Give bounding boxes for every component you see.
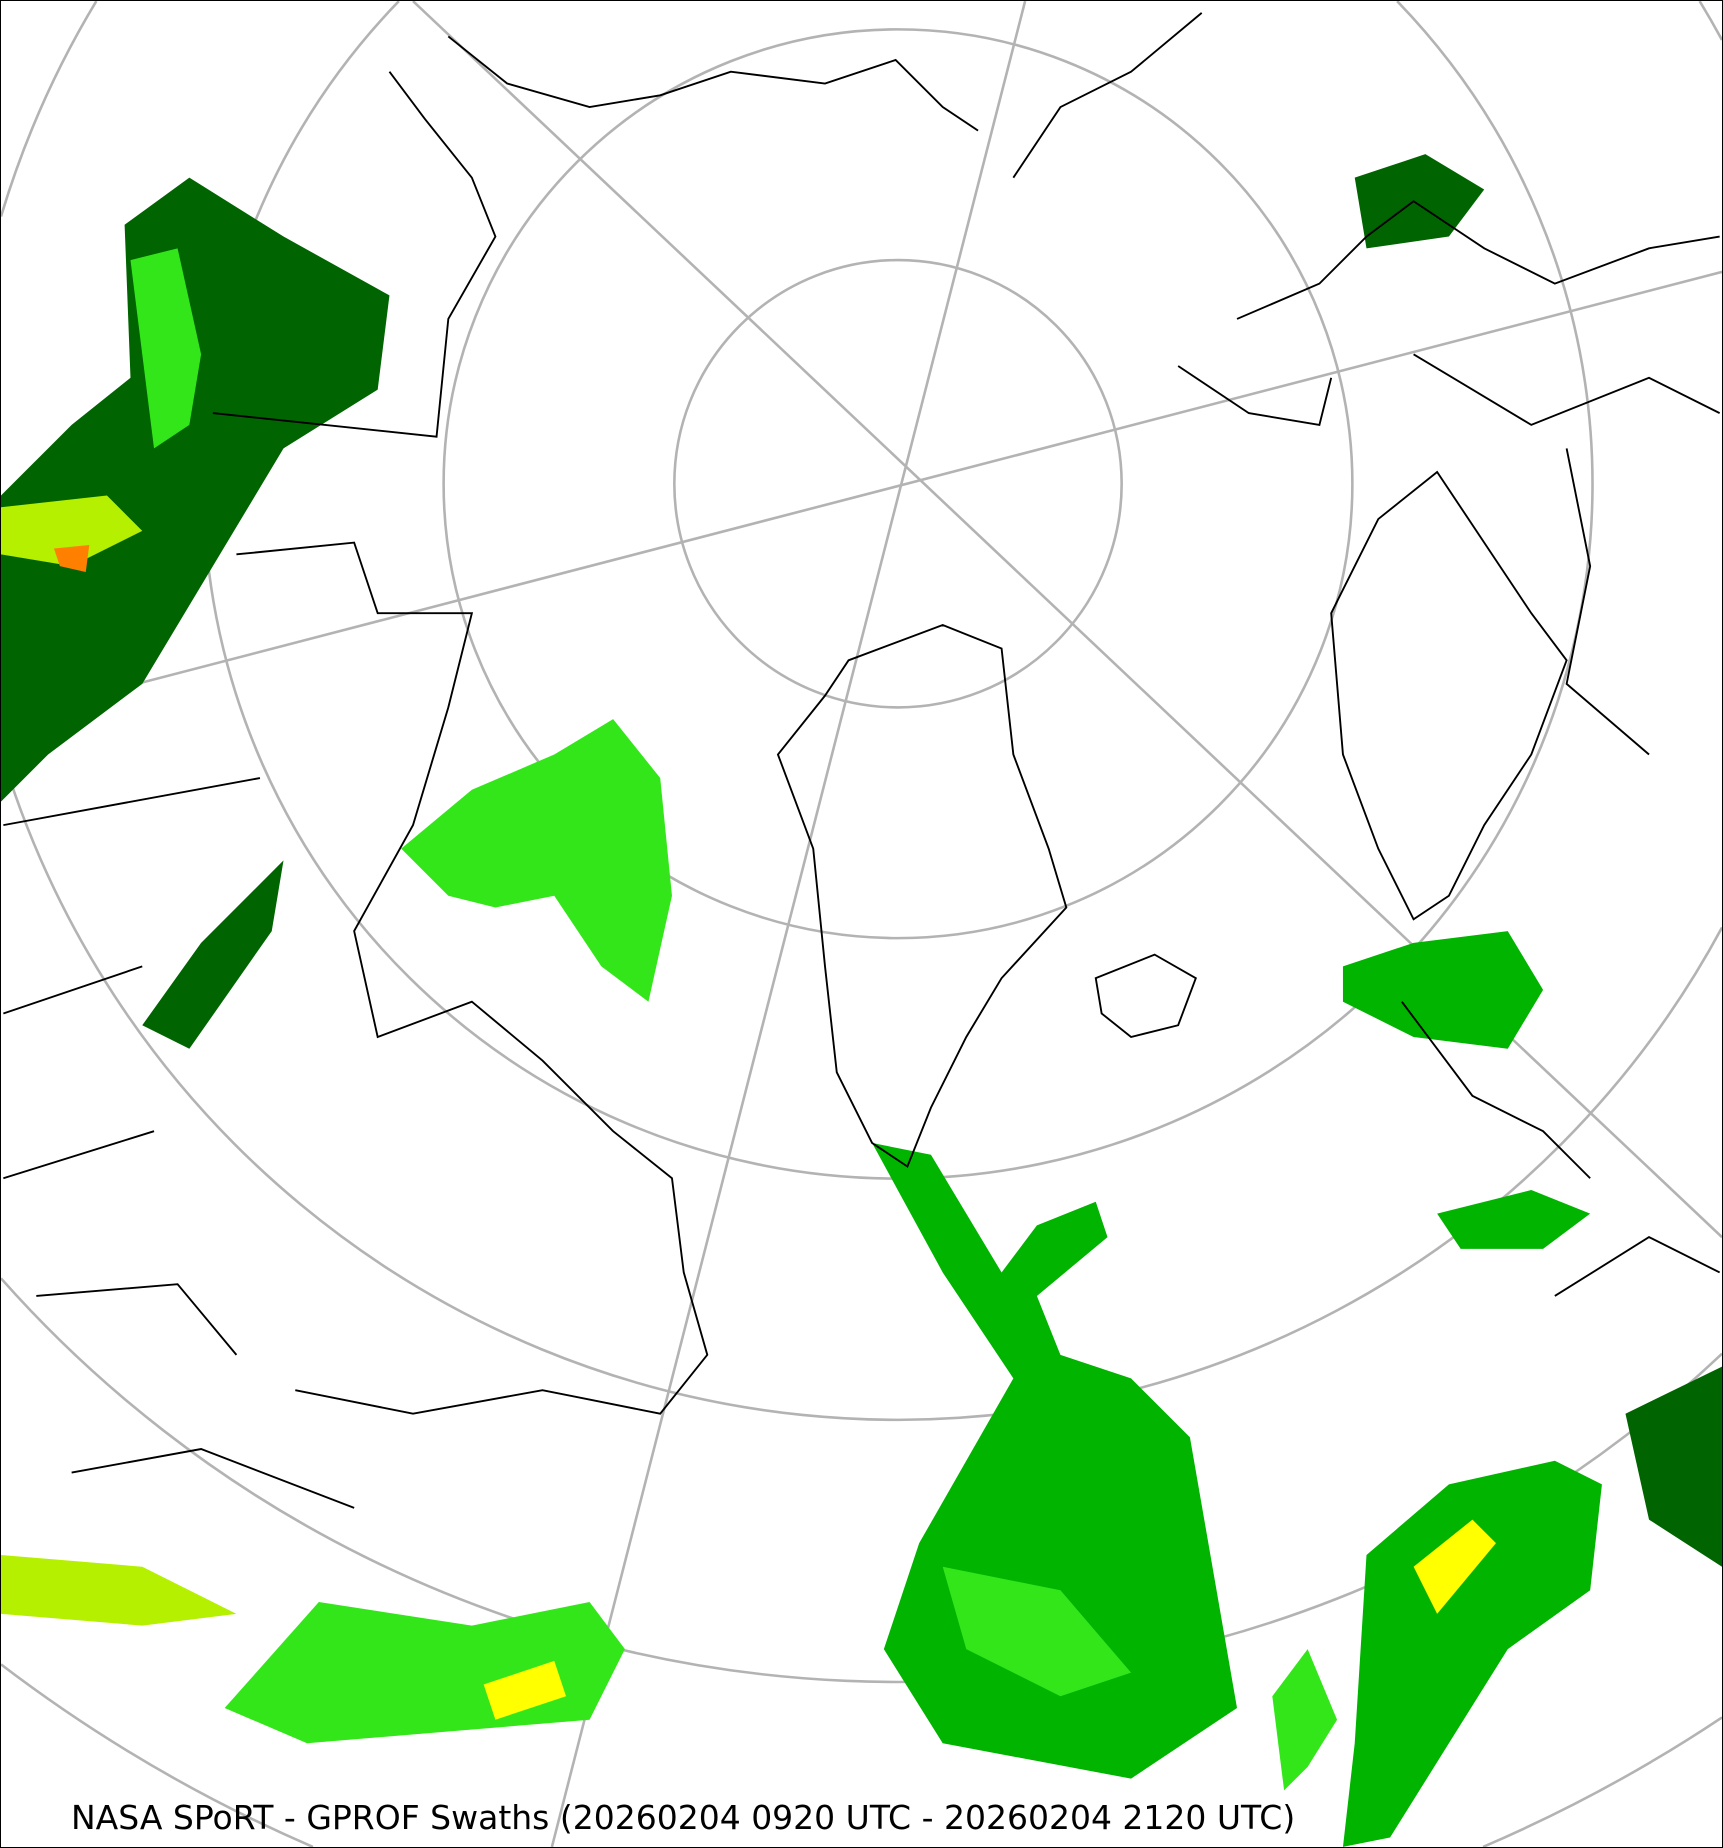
precip-alaska-core — [130, 248, 202, 449]
precip-europe-swath — [1342, 1460, 1602, 1847]
precip-north-atlantic-west — [224, 1602, 625, 1744]
latitude-circle-70 — [442, 28, 1354, 940]
meridian — [1, 270, 1722, 721]
map-caption: NASA SPoRT - GPROF Swaths (20260204 0920… — [71, 1798, 1296, 1837]
canada-coast — [212, 71, 709, 1415]
us-borders — [3, 777, 355, 1509]
precip-scandinavia — [1342, 931, 1544, 1049]
greenland-coast — [776, 623, 1068, 1168]
coastlines — [3, 12, 1721, 1509]
precip-alaska — [1, 177, 390, 802]
precip-archipelago — [401, 719, 672, 1002]
chukotka-coast — [447, 35, 979, 132]
precip-extreme-cell — [53, 544, 90, 573]
latitude-circle-80 — [673, 258, 1123, 709]
meridian — [550, 1, 1027, 1847]
precip-europe-south — [1437, 1190, 1591, 1249]
iceland-coast — [1094, 953, 1197, 1039]
europe-borders — [1401, 353, 1721, 1297]
russia-coast — [1012, 12, 1720, 426]
precip-nw-canada — [142, 860, 284, 1049]
precip-europe-heavy — [1413, 1519, 1496, 1614]
latitude-circle-30 — [1, 1663, 1722, 1847]
precip-alaska-south — [1, 495, 143, 567]
precip-us-east — [1, 1554, 237, 1626]
precip-russia — [1354, 154, 1485, 249]
precip-atlantic-heavy — [483, 1660, 567, 1720]
precip-atlantic-core — [942, 1566, 1132, 1697]
precipitation-swaths — [1, 154, 1722, 1847]
precip-azores — [1272, 1649, 1338, 1791]
precip-east-europe — [1625, 1366, 1722, 1567]
scandinavia-coast — [1330, 470, 1568, 921]
